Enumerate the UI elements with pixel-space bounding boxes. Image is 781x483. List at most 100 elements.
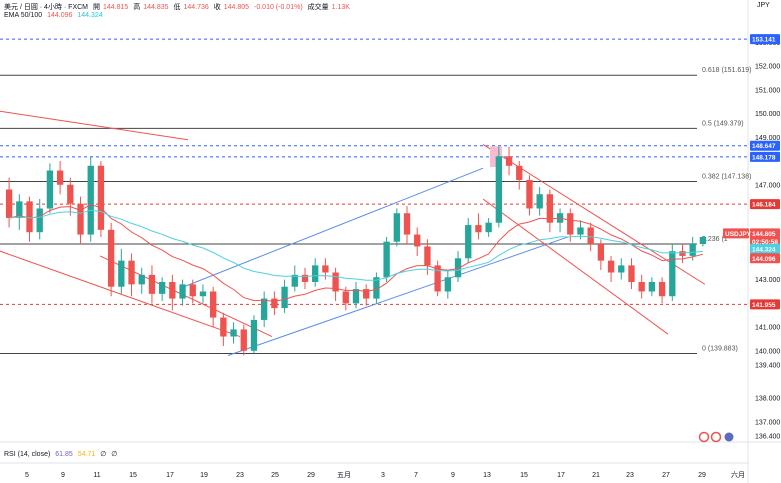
candle-body bbox=[332, 272, 339, 292]
y-tick-label: 139.400 bbox=[755, 362, 780, 369]
price-tag bbox=[750, 228, 780, 247]
candle-body bbox=[209, 291, 217, 318]
y-tick-label: 137.000 bbox=[755, 419, 780, 426]
candle-body bbox=[669, 251, 676, 297]
candle-body bbox=[179, 284, 186, 299]
candle-body bbox=[97, 165, 105, 230]
candle-body bbox=[607, 260, 615, 273]
ema-label[interactable]: EMA 50/100 bbox=[4, 12, 43, 19]
candle-body bbox=[240, 329, 247, 351]
price-tag-value: 144.324 bbox=[752, 246, 776, 253]
x-tick-label: 17 bbox=[166, 472, 174, 479]
candle-body bbox=[577, 227, 584, 235]
level-tag-label: 148.178 bbox=[752, 154, 776, 161]
candle-body bbox=[189, 284, 196, 297]
x-tick-label: 13 bbox=[483, 472, 491, 479]
low-label: 低 bbox=[173, 4, 181, 11]
y-tick-label: 143.000 bbox=[755, 277, 780, 284]
candle-body bbox=[689, 244, 696, 256]
symbol-title[interactable]: 美元 / 日圓 · 4小時 · FXCM bbox=[4, 4, 88, 11]
rsi-label[interactable]: RSI (14, close) bbox=[4, 451, 51, 458]
candle-body bbox=[5, 189, 13, 218]
level-tag bbox=[750, 199, 780, 210]
candle-body bbox=[536, 194, 543, 209]
x-tick-label: 五月 bbox=[337, 471, 351, 479]
fib-label: 0.5 (149.379) bbox=[702, 120, 744, 127]
candle-body bbox=[699, 236, 707, 245]
candle-body bbox=[495, 156, 503, 223]
candle-body bbox=[158, 281, 166, 294]
candle-body bbox=[648, 281, 656, 292]
candle-body bbox=[444, 277, 451, 292]
x-tick-label: 15 bbox=[129, 472, 137, 479]
candle-body bbox=[373, 277, 380, 299]
level-tag bbox=[750, 140, 780, 151]
down-channel-lower bbox=[482, 198, 669, 335]
candle-body bbox=[250, 319, 258, 351]
x-tick-label: 19 bbox=[200, 472, 208, 479]
candle-body bbox=[414, 234, 421, 247]
y-tick-label: 149.000 bbox=[755, 135, 780, 142]
candle-body bbox=[261, 298, 268, 320]
open-value: 144.815 bbox=[102, 4, 129, 11]
change-value: -0.010 (-0.01%) bbox=[254, 4, 303, 11]
fib-label: 0.236 (1 bbox=[702, 236, 728, 243]
y-tick-label: 150.000 bbox=[755, 111, 780, 118]
rsi-legend: RSI (14, close) 61.85 54.71 ∅ ∅ bbox=[4, 450, 120, 458]
x-tick-label: 29 bbox=[698, 472, 706, 479]
volume-value: 1.13K bbox=[331, 4, 350, 11]
x-tick-label: 29 bbox=[307, 472, 315, 479]
x-tick-label: 21 bbox=[592, 472, 600, 479]
high-label: 高 bbox=[133, 4, 141, 11]
x-tick-label: 23 bbox=[236, 472, 244, 479]
open-label: 開 bbox=[92, 4, 100, 11]
candle-body bbox=[312, 265, 319, 282]
x-tick-label: 9 bbox=[61, 472, 65, 479]
ema100-line bbox=[9, 209, 703, 281]
x-tick-label: 25 bbox=[271, 472, 279, 479]
currency-label: JPY bbox=[757, 2, 770, 9]
candle-body bbox=[434, 265, 441, 292]
candle-body bbox=[424, 246, 431, 266]
candle-body bbox=[77, 203, 84, 235]
ema100-value: 144.324 bbox=[77, 12, 103, 19]
x-tick-label: 5 bbox=[25, 472, 29, 479]
candle-body bbox=[526, 180, 533, 209]
x-tick-label: 27 bbox=[662, 472, 670, 479]
price-tag-countdown: 02:50:58 bbox=[752, 239, 778, 246]
candle-body bbox=[291, 274, 298, 287]
candle-body bbox=[516, 165, 523, 181]
economic-event-icon bbox=[698, 431, 710, 443]
candle-body bbox=[281, 286, 288, 309]
candle-body bbox=[628, 265, 635, 282]
candle-body bbox=[393, 213, 400, 242]
ema50-value: 144.096 bbox=[47, 12, 73, 19]
candle-body bbox=[118, 260, 125, 287]
candle-body bbox=[567, 213, 574, 235]
y-tick-label: 141.000 bbox=[755, 325, 780, 332]
economic-event-icon bbox=[710, 431, 722, 443]
price-tag-value: 144.805 bbox=[752, 231, 776, 238]
fib-label: 0 (139.883) bbox=[702, 346, 738, 353]
downtrend-line bbox=[0, 250, 241, 338]
candle-body bbox=[587, 227, 594, 245]
candle-body bbox=[26, 201, 33, 233]
candle-body bbox=[475, 225, 482, 233]
candle-body bbox=[454, 258, 462, 278]
candle-body bbox=[638, 281, 645, 292]
rsi-value-3: ∅ bbox=[100, 451, 107, 458]
high-value: 144.835 bbox=[143, 4, 169, 11]
ema-legend: EMA 50/100 144.096 144.324 bbox=[4, 12, 106, 19]
candle-body bbox=[352, 289, 360, 304]
candle-body bbox=[148, 274, 156, 294]
candle-body bbox=[169, 281, 176, 299]
price-tag-value: 144.096 bbox=[752, 256, 776, 263]
level-tag-label: 146.184 bbox=[752, 202, 776, 209]
x-tick-label: 3 bbox=[381, 472, 385, 479]
y-tick-label: 151.000 bbox=[755, 87, 780, 94]
candle-body bbox=[16, 201, 23, 218]
close-label: 收 bbox=[213, 4, 221, 11]
candle-body bbox=[220, 317, 227, 337]
candle-body bbox=[199, 291, 207, 297]
